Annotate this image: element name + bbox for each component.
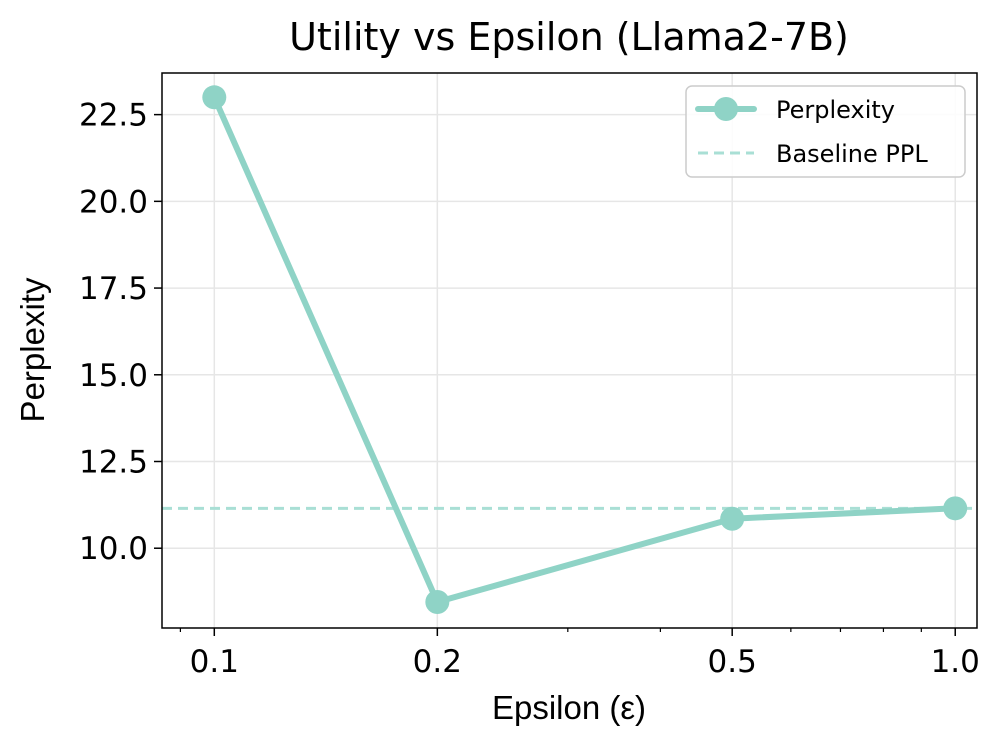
x-tick-label: 1.0 xyxy=(931,644,980,680)
chart-title: Utility vs Epsilon (Llama2-7B) xyxy=(289,15,849,59)
perplexity-point xyxy=(425,589,450,614)
tick-layer: 0.1 0.2 0.5 1.0 10.0 12.5 15.0 17.5 20.0 22.5 xyxy=(79,98,980,680)
perplexity-point xyxy=(720,506,745,531)
y-axis-label: Perplexity xyxy=(14,277,51,422)
x-tick-label: 0.1 xyxy=(190,644,239,680)
x-tick-label: 0.2 xyxy=(413,644,462,680)
legend-perplexity-marker-swatch xyxy=(714,97,738,121)
y-tick-label: 15.0 xyxy=(79,358,148,394)
legend-perplexity-label: Perplexity xyxy=(776,96,895,124)
perplexity-point xyxy=(202,85,227,110)
plot-frame xyxy=(161,72,978,629)
series-layer xyxy=(202,85,968,614)
perplexity-series-line xyxy=(211,94,959,605)
legend-baseline-label: Baseline PPL xyxy=(776,140,928,168)
perplexity-point xyxy=(943,496,968,521)
y-tick-label: 20.0 xyxy=(79,184,148,220)
legend: Perplexity Baseline PPL xyxy=(685,85,966,178)
y-tick-label: 12.5 xyxy=(79,445,148,481)
x-axis-label: Epsilon (ε) xyxy=(492,689,646,726)
y-tick-label: 17.5 xyxy=(79,271,148,307)
x-tick-label: 0.5 xyxy=(708,644,757,680)
y-tick-label: 10.0 xyxy=(79,531,148,567)
y-tick-label: 22.5 xyxy=(79,98,148,134)
